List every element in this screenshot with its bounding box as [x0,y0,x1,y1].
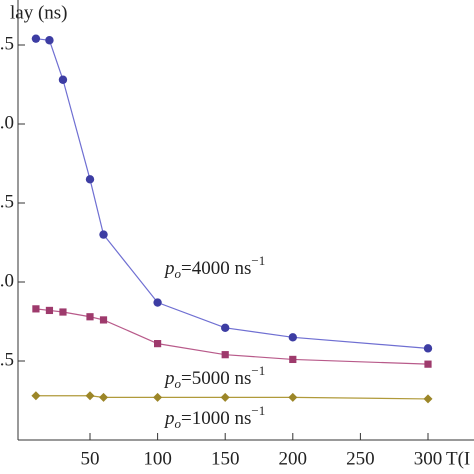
label-italic: p [163,258,175,279]
x-tick-label: 300 [414,448,443,469]
point [288,392,298,402]
point [99,392,109,402]
series-label: po=4000 ns−1 [163,253,265,281]
point [86,313,94,321]
y-tick-label: .5 [0,191,14,212]
point [424,360,432,368]
point [31,391,41,401]
x-tick-label: 100 [143,448,172,469]
x-tick-label: 250 [346,448,375,469]
x-axis-label: T(I [446,448,470,469]
y-tick-label: .5 [0,33,14,54]
series-line [35,395,429,400]
label-main: =5000 ns [181,368,251,389]
point [221,323,230,333]
point [45,306,54,315]
point [99,230,108,239]
point [221,351,229,359]
label-sub: o [175,266,182,281]
label-main: =4000 ns [181,258,251,279]
point [220,392,230,402]
point [85,175,95,184]
point [423,344,433,353]
label-sub: o [175,416,182,431]
point [85,391,95,401]
series-label: po=1000 ns−1 [163,403,265,431]
label-sup: −1 [251,403,265,418]
point [423,394,433,404]
point [289,355,297,364]
y-tick-label: .0 [0,270,14,291]
label-main: =1000 ns [181,408,251,429]
point [32,305,40,313]
x-tick-label: 150 [211,448,240,469]
point [288,333,297,342]
label-sup: −1 [251,363,265,378]
label-italic: p [163,368,175,389]
series-label: po=5000 ns−1 [163,363,265,391]
x-tick-label: 50 [81,448,100,469]
point [154,340,162,348]
point [99,316,108,324]
series-line [35,308,429,365]
point [31,34,41,43]
y-tick-label: .0 [0,112,14,133]
point [153,392,163,402]
x-tick-label: 200 [279,448,308,469]
y-axis-label: lay (ns) [10,2,68,23]
label-sup: −1 [251,253,265,268]
y-tick-label: .5 [0,349,14,370]
point [45,36,54,45]
label-sub: o [175,376,182,391]
point [153,298,162,307]
series-line [35,38,429,349]
label-italic: p [163,408,175,429]
point [58,75,68,84]
point [59,308,67,316]
